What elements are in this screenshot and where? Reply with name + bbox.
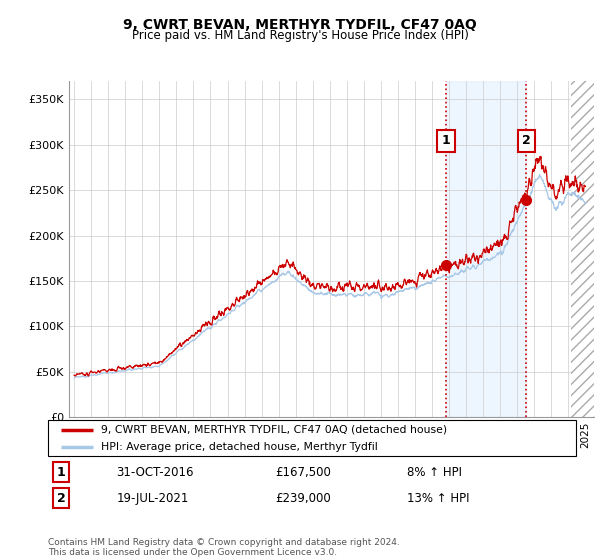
- Text: Price paid vs. HM Land Registry's House Price Index (HPI): Price paid vs. HM Land Registry's House …: [131, 29, 469, 42]
- Text: HPI: Average price, detached house, Merthyr Tydfil: HPI: Average price, detached house, Mert…: [101, 442, 377, 452]
- Bar: [446, 81, 526, 417]
- Text: 1: 1: [57, 465, 65, 479]
- Text: 13% ↑ HPI: 13% ↑ HPI: [407, 492, 470, 505]
- Text: 9, CWRT BEVAN, MERTHYR TYDFIL, CF47 0AQ: 9, CWRT BEVAN, MERTHYR TYDFIL, CF47 0AQ: [123, 18, 477, 32]
- Text: 2: 2: [522, 134, 531, 147]
- Text: 8% ↑ HPI: 8% ↑ HPI: [407, 465, 462, 479]
- Text: 2: 2: [57, 492, 65, 505]
- Text: £239,000: £239,000: [275, 492, 331, 505]
- Bar: [571, 81, 600, 417]
- Text: 1: 1: [442, 134, 451, 147]
- Text: Contains HM Land Registry data © Crown copyright and database right 2024.
This d: Contains HM Land Registry data © Crown c…: [48, 538, 400, 557]
- Text: £167,500: £167,500: [275, 465, 331, 479]
- Text: 9, CWRT BEVAN, MERTHYR TYDFIL, CF47 0AQ (detached house): 9, CWRT BEVAN, MERTHYR TYDFIL, CF47 0AQ …: [101, 425, 447, 435]
- Text: 31-OCT-2016: 31-OCT-2016: [116, 465, 194, 479]
- Bar: [571, 81, 600, 417]
- Text: 19-JUL-2021: 19-JUL-2021: [116, 492, 189, 505]
- FancyBboxPatch shape: [48, 420, 576, 456]
